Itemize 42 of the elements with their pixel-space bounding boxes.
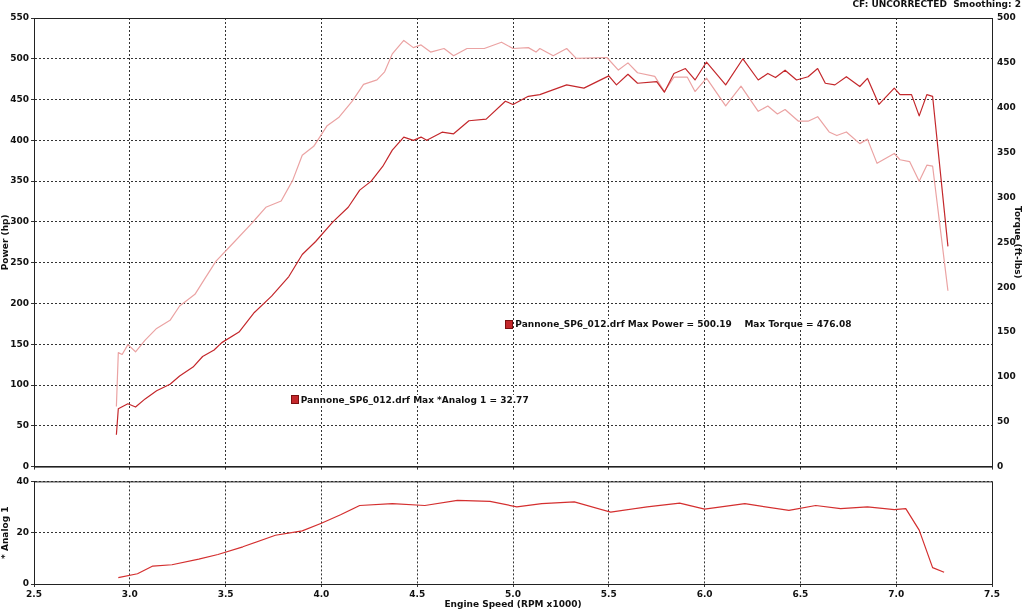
y-tick-label: 200: [10, 297, 29, 308]
y-tick-label: 40: [16, 475, 29, 486]
y2-tick-label: 150: [997, 326, 1016, 337]
y-tick-label: 100: [10, 379, 29, 390]
y-tick-label: 500: [10, 53, 29, 64]
y2-tick-label: 450: [997, 57, 1016, 68]
annotation: Pannone_SP6_012.drf Max Power = 500.19 Max Torque = 476.08: [515, 319, 852, 330]
y-tick-label: 450: [10, 93, 29, 104]
y-tick-label: 20: [16, 527, 29, 538]
y2-tick-label: 500: [997, 12, 1016, 23]
annotation: Pannone_SP6_012.drf Max *Analog 1 = 32.77: [300, 394, 529, 405]
y2-tick-label: 0: [997, 460, 1004, 471]
x-axis-title: Engine Speed (RPM x1000): [444, 598, 582, 609]
y2-tick-label: 300: [997, 191, 1016, 202]
x-tick-label: 5.0: [505, 588, 521, 599]
x-tick-label: 5.5: [600, 588, 617, 599]
y-tick-label: 50: [16, 420, 29, 431]
x-tick-label: 6.0: [696, 588, 713, 599]
y-tick-label: 350: [10, 175, 29, 186]
y-tick-label: 400: [10, 134, 29, 145]
y2-tick-label: 350: [997, 146, 1016, 157]
y-tick-label: 0: [22, 578, 29, 589]
y2-tick-label: 100: [997, 371, 1016, 382]
y-tick-label: 150: [10, 338, 29, 349]
x-tick-label: 4.5: [409, 588, 426, 599]
y2-tick-label: 400: [997, 102, 1016, 113]
x-tick-label: 7.5: [984, 588, 1000, 599]
y-tick-label: 550: [10, 12, 29, 23]
x-tick-label: 6.5: [792, 588, 809, 599]
x-tick-label: 2.5: [26, 588, 42, 599]
x-tick-label: 3.0: [121, 588, 138, 599]
y-tick-label: 250: [10, 257, 29, 268]
x-tick-label: 4.0: [313, 588, 330, 599]
y2-tick-label: 50: [997, 416, 1010, 427]
y2-tick-label: 200: [997, 281, 1016, 292]
y-axis-title: Power (hp): [0, 214, 10, 271]
x-tick-label: 3.5: [217, 588, 234, 599]
text: CF: UNCORRECTED Smoothing: 2: [852, 0, 1021, 9]
y-axis-title: * Analog 1: [0, 506, 10, 559]
y-tick-label: 300: [10, 216, 29, 227]
x-tick-label: 7.0: [888, 588, 905, 599]
y-tick-label: 0: [22, 460, 29, 471]
